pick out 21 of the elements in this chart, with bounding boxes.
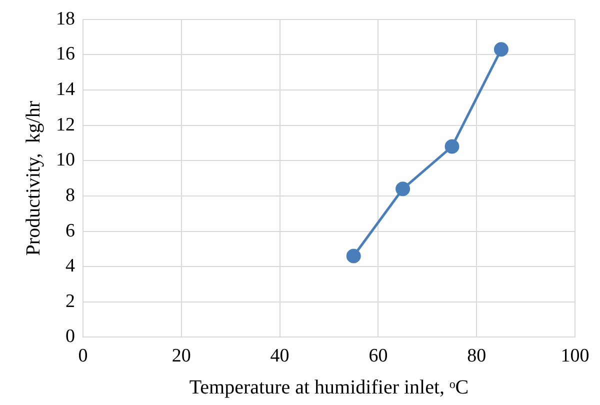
y-axis-title: Productivity, kg/hr: [22, 100, 44, 256]
y-tick-label: 0: [66, 326, 75, 348]
y-tick-label: 2: [66, 290, 75, 312]
y-tick-label: 12: [56, 114, 75, 136]
y-tick-label: 4: [66, 256, 76, 277]
point: [396, 182, 410, 196]
point: [346, 248, 361, 264]
x-tick-label: 60: [368, 346, 388, 367]
y-tick-label: 6: [66, 220, 75, 242]
x-tick-label: 40: [270, 346, 290, 367]
point: [494, 42, 508, 57]
x-axis-title: Temperature at humidifier inlet, ᵒC: [189, 376, 469, 398]
x-tick-label: 80: [467, 346, 486, 367]
x-tick-label: 20: [172, 346, 191, 367]
point: [444, 139, 460, 154]
y-tick-label: 18: [56, 8, 75, 30]
y-tick-label: 8: [66, 184, 75, 206]
y-tick-label: 14: [56, 79, 76, 100]
y-tick-label: 10: [56, 150, 75, 171]
x-tick-label: 100: [560, 346, 590, 367]
y-tick-label: 16: [56, 44, 75, 65]
